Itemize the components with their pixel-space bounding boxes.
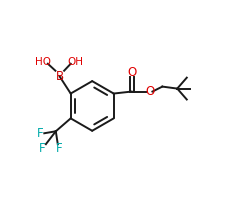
Text: O: O xyxy=(127,66,136,79)
Text: F: F xyxy=(55,142,62,155)
Text: B: B xyxy=(56,70,64,83)
Text: F: F xyxy=(39,142,46,155)
Text: HO: HO xyxy=(35,57,51,67)
Text: O: O xyxy=(145,85,155,98)
Text: OH: OH xyxy=(68,57,84,67)
Text: F: F xyxy=(36,127,43,140)
